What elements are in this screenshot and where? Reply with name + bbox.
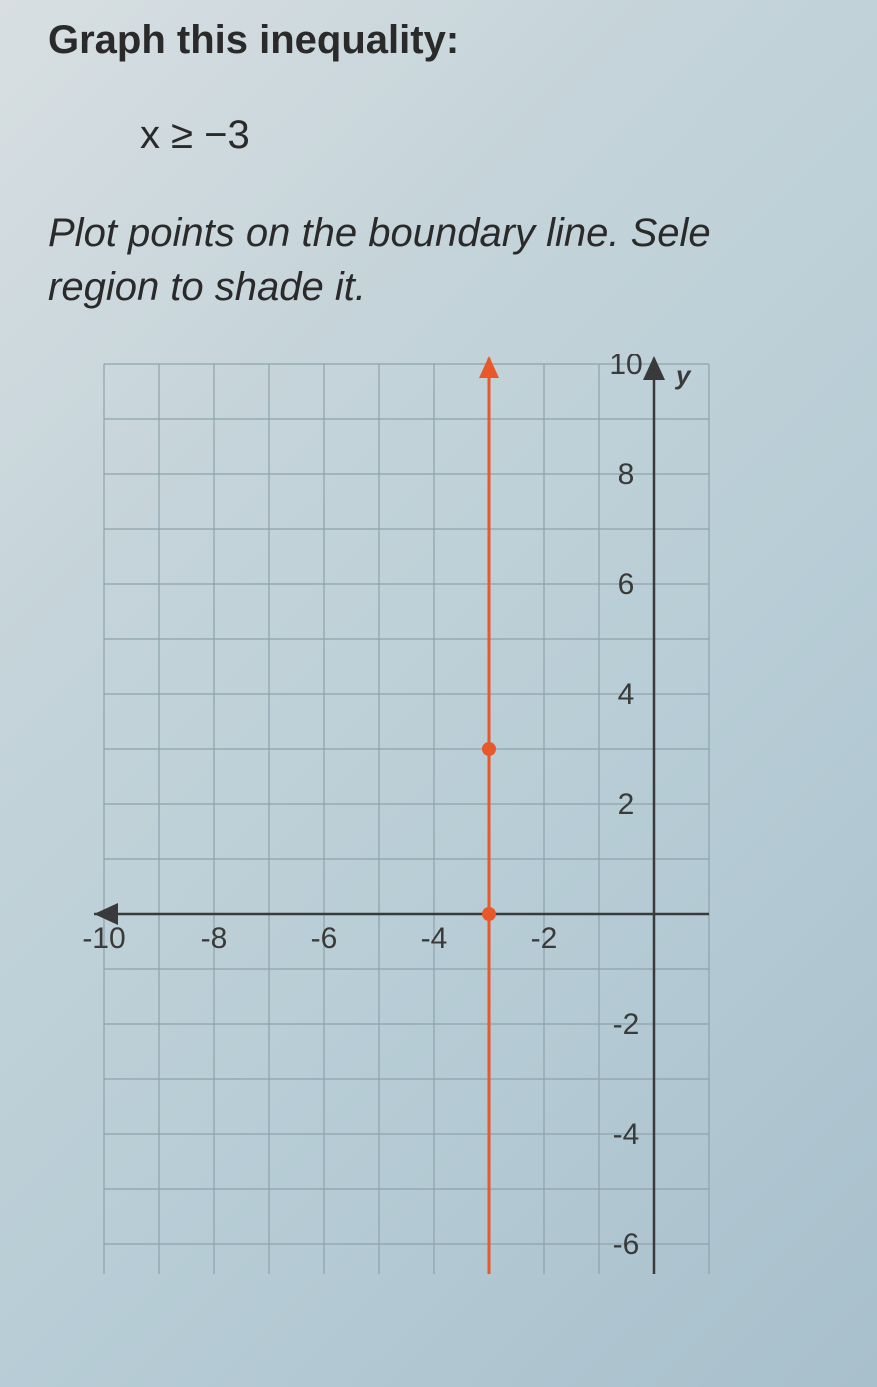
svg-text:-2: -2 [613,1008,640,1041]
svg-text:-6: -6 [613,1228,640,1261]
question-heading: Graph this inequality: [0,18,877,63]
plotted-point[interactable] [482,907,496,921]
svg-text:4: 4 [618,678,635,711]
svg-text:2: 2 [618,788,635,821]
svg-text:-6: -6 [311,922,338,955]
instruction-line-1: Plot points on the boundary line. Sele [48,211,711,255]
svg-text:-4: -4 [613,1118,640,1151]
coordinate-plane[interactable]: y -10 -8 -6 -4 -2 10 8 6 4 2 -2 -4 -6 [74,354,877,1274]
svg-text:-10: -10 [82,922,125,955]
svg-text:y: y [674,360,692,390]
svg-text:-2: -2 [531,922,558,955]
plotted-point[interactable] [482,742,496,756]
svg-text:-8: -8 [201,922,228,955]
svg-text:10: 10 [609,354,642,381]
coordinate-plane-svg[interactable]: y -10 -8 -6 -4 -2 10 8 6 4 2 -2 -4 -6 [74,354,877,1274]
inequality-expression: x ≥ −3 [0,113,877,158]
instruction-text: Plot points on the boundary line. Sele r… [0,206,877,314]
instruction-line-2: region to shade it. [48,265,366,309]
svg-text:6: 6 [618,568,635,601]
svg-text:-4: -4 [421,922,448,955]
svg-text:8: 8 [618,458,635,491]
